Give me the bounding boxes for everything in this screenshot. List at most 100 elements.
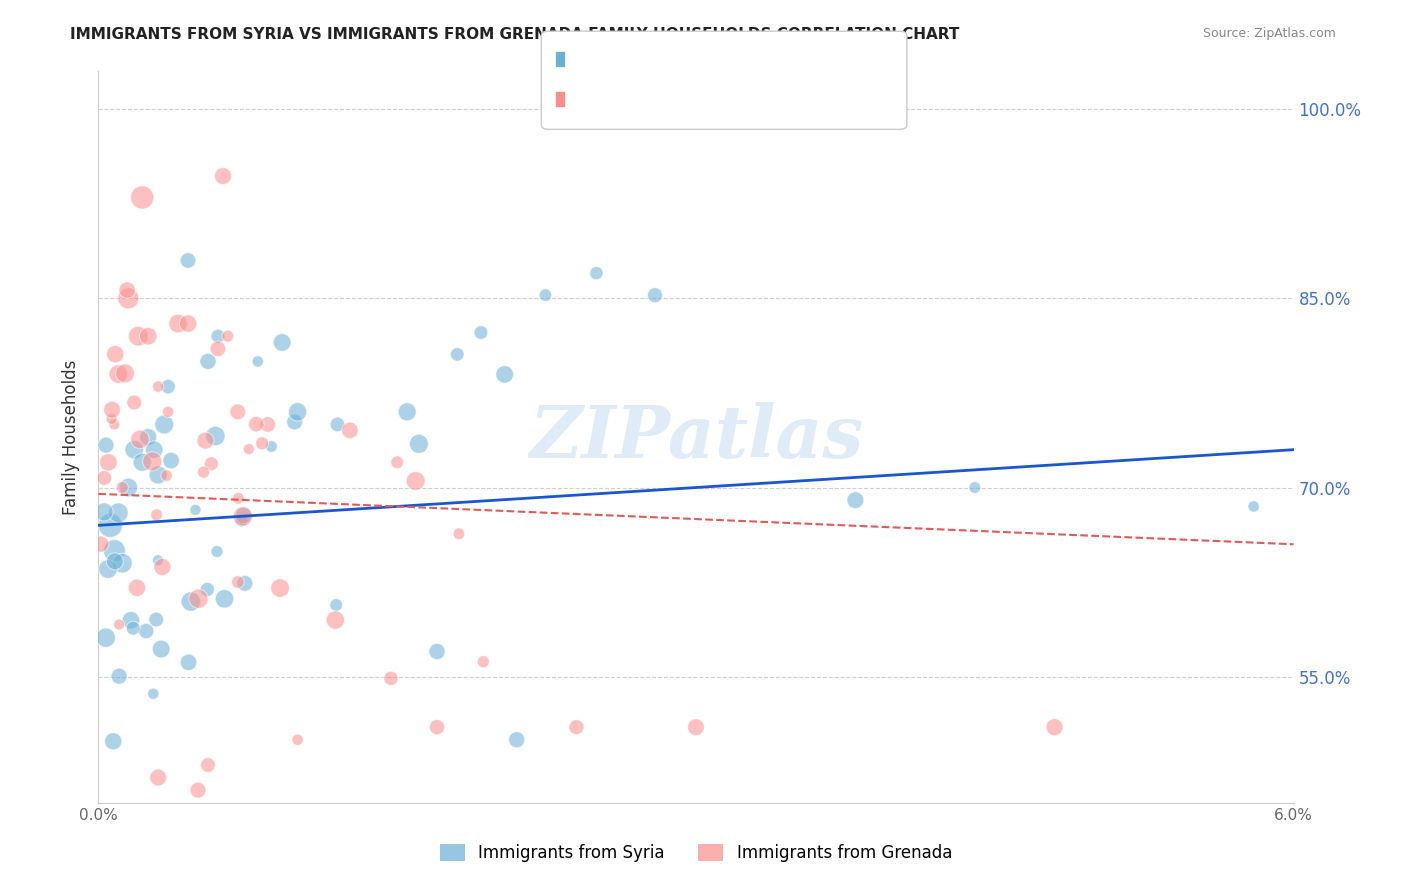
Point: [207, 342, 229, 356]
Point: [127, 329, 149, 343]
Point: [120, 613, 142, 627]
Text: R =: R =: [569, 91, 598, 105]
Point: [114, 367, 136, 381]
Point: [131, 190, 153, 204]
Point: [232, 509, 254, 524]
Point: [472, 655, 495, 669]
Point: [339, 423, 361, 437]
Point: [396, 405, 419, 419]
Point: [408, 437, 430, 451]
Point: [136, 430, 159, 444]
Point: [145, 613, 167, 627]
Point: [142, 687, 165, 701]
Point: [287, 405, 309, 419]
Point: [325, 598, 347, 612]
Point: [129, 433, 152, 447]
Point: [685, 720, 707, 734]
Point: [135, 624, 157, 638]
Point: [148, 467, 170, 482]
Point: [107, 506, 129, 520]
Point: [232, 508, 254, 523]
Point: [260, 440, 283, 454]
Point: [426, 720, 449, 734]
Point: [184, 503, 207, 517]
Point: [150, 560, 173, 574]
Point: [122, 621, 145, 635]
Point: [269, 581, 291, 595]
Point: [111, 481, 134, 495]
Point: [194, 434, 217, 448]
Point: [204, 429, 226, 443]
Point: [228, 491, 250, 506]
Point: [143, 442, 166, 457]
Point: [197, 758, 219, 772]
Point: [426, 644, 449, 658]
Point: [585, 266, 607, 280]
Point: [94, 438, 117, 452]
Point: [506, 732, 529, 747]
Point: [238, 442, 260, 456]
Point: [108, 669, 131, 683]
Point: [103, 417, 125, 432]
Point: [94, 631, 117, 645]
Point: [200, 457, 222, 471]
Point: [325, 613, 347, 627]
Point: [90, 537, 112, 551]
Text: N =: N =: [682, 91, 711, 105]
Point: [1043, 720, 1066, 734]
Point: [155, 468, 177, 483]
Point: [405, 474, 427, 488]
Point: [93, 471, 115, 485]
Point: [233, 576, 256, 591]
Point: [534, 288, 557, 302]
Point: [245, 417, 267, 431]
Point: [136, 329, 159, 343]
Text: R =: R =: [569, 51, 598, 65]
Text: Source: ZipAtlas.com: Source: ZipAtlas.com: [1202, 27, 1336, 40]
Point: [124, 442, 146, 457]
Point: [103, 543, 125, 558]
Point: [380, 672, 402, 686]
Point: [326, 417, 349, 432]
Point: [103, 734, 125, 748]
Point: [107, 367, 129, 381]
Point: [93, 505, 115, 519]
Point: [180, 594, 202, 608]
Point: [385, 455, 409, 469]
Point: [108, 617, 131, 632]
Point: [177, 253, 200, 268]
Text: N =: N =: [682, 51, 711, 65]
Point: [231, 514, 253, 528]
Point: [111, 556, 134, 570]
Point: [565, 720, 588, 734]
Point: [207, 329, 229, 343]
Point: [256, 417, 278, 432]
Point: [205, 544, 228, 558]
Point: [250, 436, 273, 450]
Point: [644, 288, 666, 302]
Y-axis label: Family Households: Family Households: [62, 359, 80, 515]
Point: [146, 553, 169, 567]
Point: [226, 575, 249, 590]
Point: [131, 455, 153, 469]
Point: [177, 656, 200, 670]
Text: 60: 60: [724, 49, 747, 67]
Point: [117, 481, 139, 495]
Point: [271, 335, 294, 350]
Point: [153, 417, 176, 432]
Point: [447, 526, 470, 541]
Point: [246, 354, 269, 368]
Point: [177, 317, 200, 331]
Point: [187, 783, 209, 797]
Point: [494, 368, 516, 382]
Point: [115, 283, 138, 297]
Point: [104, 347, 127, 361]
Text: ZIPatlas: ZIPatlas: [529, 401, 863, 473]
Point: [157, 405, 180, 419]
Text: 58: 58: [724, 89, 747, 107]
Point: [148, 379, 170, 393]
Point: [963, 481, 986, 495]
Point: [167, 317, 190, 331]
Point: [214, 591, 236, 606]
Point: [125, 581, 148, 595]
